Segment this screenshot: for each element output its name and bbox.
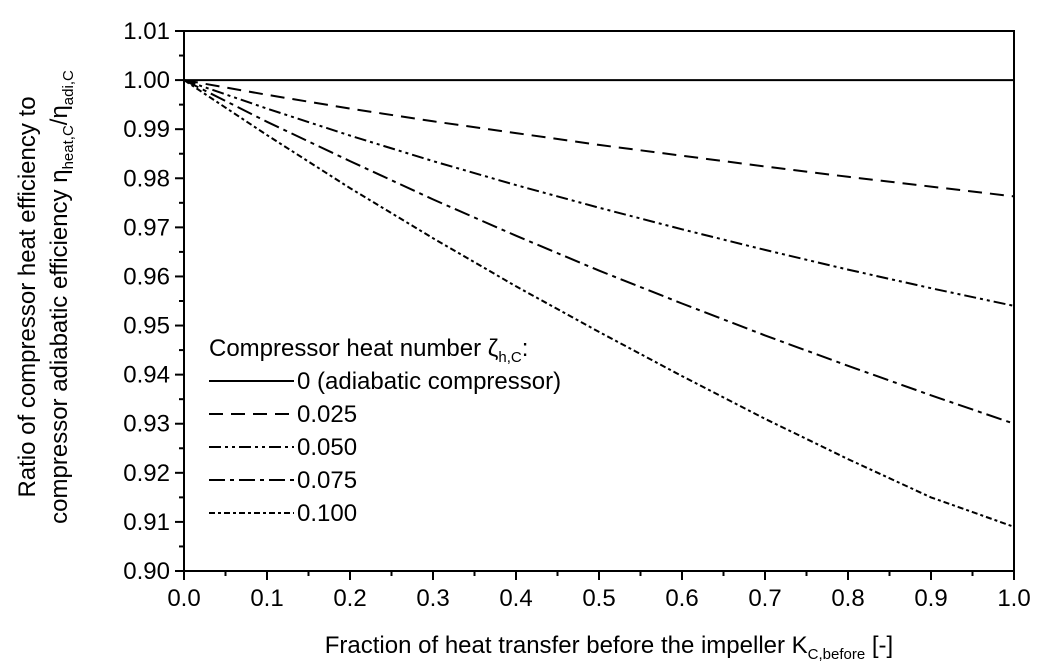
x-tick-label-10: 1.0 — [997, 585, 1030, 612]
series-layer — [183, 79, 1015, 528]
legend-label-4: 0.100 — [297, 500, 357, 527]
series-line-1 — [183, 79, 1015, 198]
y-tick-label-6: 0.96 — [123, 263, 170, 290]
legend-label-0: 0 (adiabatic compressor) — [297, 368, 561, 395]
x-axis-title: Fraction of heat transfer before the imp… — [325, 632, 893, 663]
legend-title-sub: h,C — [498, 349, 522, 366]
y-tick-label-7: 0.97 — [123, 214, 170, 241]
legend-title-suffix: : — [522, 335, 529, 362]
legend-label-2: 0.050 — [297, 434, 357, 461]
x-tick-label-9: 0.9 — [914, 585, 947, 612]
y-tick-label-3: 0.93 — [123, 411, 170, 438]
y-axis-title-line1: Ratio of compressor heat efficiency to — [14, 96, 41, 497]
series-line-2 — [183, 79, 1015, 307]
x-tick-label-0: 0.0 — [167, 585, 200, 612]
y-axis-title-line2-mid: /η — [46, 105, 73, 125]
x-tick-label-8: 0.8 — [831, 585, 864, 612]
legend-label-1: 0.025 — [297, 401, 357, 428]
y-axis-title-line2-sub1: heat,C — [60, 125, 77, 169]
y-tick-label-5: 0.95 — [123, 313, 170, 340]
x-tick-label-7: 0.7 — [748, 585, 781, 612]
x-axis-title-sub: C,before — [808, 646, 866, 663]
legend-label-3: 0.075 — [297, 467, 357, 494]
x-tick-label-3: 0.3 — [416, 585, 449, 612]
y-tick-label-2: 0.92 — [123, 460, 170, 487]
x-axis-title-main: Fraction of heat transfer before the imp… — [325, 632, 808, 659]
x-tick-label-4: 0.4 — [499, 585, 532, 612]
x-tick-label-1: 0.1 — [250, 585, 283, 612]
y-tick-label-8: 0.98 — [123, 165, 170, 192]
ticks-layer: 0.0 0.1 0.2 0.3 0.4 0.5 0.6 0.7 0.8 0.9 1.0 0.90 0.9… — [123, 18, 1030, 612]
y-tick-label-4: 0.94 — [123, 362, 170, 389]
y-tick-label-1: 0.91 — [123, 509, 170, 536]
y-tick-label-11: 1.01 — [123, 18, 170, 45]
series-line-3 — [183, 79, 1015, 425]
series-line-4 — [183, 79, 1015, 528]
y-tick-label-0: 0.90 — [123, 558, 170, 585]
x-axis-title-suffix: [-] — [865, 632, 893, 659]
legend-title: Compressor heat number ζh,C: — [209, 335, 528, 366]
y-tick-label-9: 0.99 — [123, 116, 170, 143]
legend: Compressor heat number ζh,C:0 (adiabatic… — [209, 335, 561, 527]
y-axis-title-line2: compressor adiabatic efficiency ηheat,C/… — [46, 70, 77, 524]
x-tick-label-2: 0.2 — [333, 585, 366, 612]
legend-title-prefix: Compressor heat number ζ — [209, 335, 499, 362]
y-axis-title: Ratio of compressor heat efficiency to c… — [14, 70, 77, 524]
x-tick-label-5: 0.5 — [582, 585, 615, 612]
y-axis-title-line2-sub2: adi,C — [60, 70, 77, 105]
y-axis-title-line2-prefix: compressor adiabatic efficiency η — [46, 169, 73, 523]
x-tick-label-6: 0.6 — [665, 585, 698, 612]
y-tick-label-10: 1.00 — [123, 67, 170, 94]
